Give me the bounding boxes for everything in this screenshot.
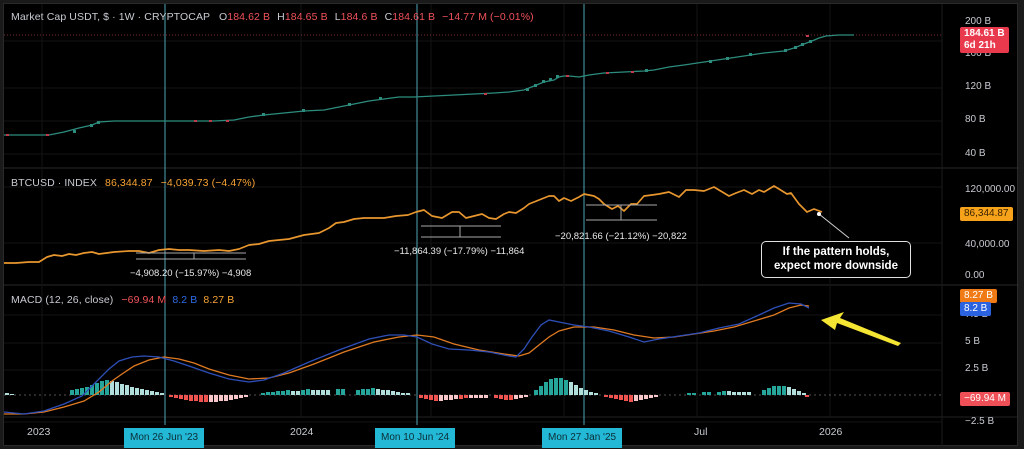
y-tick: 120,000.00	[965, 184, 1016, 195]
y-tick: 40,000.00	[965, 239, 1010, 250]
callout-line-1: If the pattern holds,	[782, 246, 890, 258]
date-marker-lines	[164, 4, 585, 425]
low-label: L	[334, 11, 341, 23]
close-label: C	[384, 11, 393, 23]
high-label: H	[277, 11, 285, 23]
market-cap-down-candles	[6, 35, 809, 136]
btcusd-line	[4, 185, 823, 264]
macd-histogram-value: −69.94 M	[121, 294, 167, 306]
measure-label-1: −4,908.20 (−15.97%) −4,908	[130, 268, 252, 279]
macd-histogram-tag: −69.94 M	[960, 392, 1010, 406]
y-tick: 0.00	[965, 270, 985, 281]
time-label-2024: 2024	[290, 426, 314, 438]
y-tick: 120 B	[965, 81, 992, 92]
macd-legend[interactable]: MACD (12, 26, close) −69.94 M 8.2 B 8.27…	[11, 294, 234, 306]
chart-canvas[interactable]	[4, 4, 1019, 447]
macd-signal-value: 8.27 B	[203, 294, 235, 306]
macd-value: 8.2 B	[172, 294, 198, 306]
measure-label-2: −11,864.39 (−17.79%) −11,864	[394, 246, 525, 257]
chart-frame: Market Cap USDT, $ · 1W · CRYPTOCAP O184…	[3, 3, 1019, 448]
open-value: 184.62 B	[227, 11, 271, 23]
grid	[4, 4, 942, 423]
btcusd-symbol: BTCUSD · INDEX	[11, 177, 97, 189]
y-tick: 160 B	[965, 48, 992, 59]
btcusd-legend[interactable]: BTCUSD · INDEX 86,344.87 −4,039.73 (−4.4…	[11, 177, 255, 189]
y-tick: −2.5 B	[965, 416, 995, 427]
callout-line-2: expect more downside	[774, 260, 898, 272]
annotation-callout[interactable]: If the pattern holds, expect more downsi…	[761, 241, 911, 278]
market-cap-last-price-tag: 184.61 B 6d 21h	[960, 27, 1009, 53]
bar-countdown: 6d 21h	[964, 40, 996, 51]
highlight-arrow	[821, 312, 901, 346]
low-value: 184.6 B	[340, 11, 378, 23]
date-tag-jun-24: Mon 10 Jun '24	[375, 428, 456, 448]
change-value: −14.77 M (−0.01%)	[442, 11, 534, 23]
market-cap-series	[4, 34, 854, 136]
callout-pointer	[818, 213, 850, 239]
time-label-2023: 2023	[27, 426, 51, 438]
y-tick: 200 B	[965, 16, 992, 27]
close-value: 184.61 B	[392, 11, 436, 23]
macd-histogram	[5, 378, 809, 402]
macd-line	[4, 302, 810, 415]
y-tick: 80 B	[965, 114, 986, 125]
y-tick: 5 B	[965, 336, 981, 347]
y-tick: 40 B	[965, 148, 986, 159]
last-price: 184.61 B	[964, 28, 1005, 39]
date-tag-jan-25: Mon 27 Jan '25	[542, 428, 623, 448]
market-cap-symbol: Market Cap USDT, $ · 1W · CRYPTOCAP	[11, 11, 210, 23]
open-label: O	[219, 11, 228, 23]
price-range-measurements	[136, 204, 657, 260]
measure-label-3: −20,821.66 (−21.12%) −20,822	[555, 231, 687, 242]
time-label-jul: Jul	[694, 426, 708, 438]
macd-title: MACD (12, 26, close)	[11, 294, 114, 306]
macd-signal-tag: 8.27 B	[960, 289, 997, 303]
btcusd-last: 86,344.87	[105, 177, 153, 189]
date-tag-jun-23: Mon 26 Jun '23	[124, 428, 205, 448]
time-label-2026: 2026	[819, 426, 843, 438]
macd-line-tag: 8.2 B	[960, 302, 992, 316]
callout-anchor	[817, 212, 821, 216]
btcusd-last-price-tag: 86,344.87	[960, 207, 1013, 221]
high-value: 184.65 B	[284, 11, 328, 23]
market-cap-candles	[73, 40, 812, 133]
btcusd-change: −4,039.73 (−4.47%)	[160, 177, 256, 189]
y-tick: 2.5 B	[965, 363, 989, 374]
market-cap-legend[interactable]: Market Cap USDT, $ · 1W · CRYPTOCAP O184…	[11, 11, 534, 23]
